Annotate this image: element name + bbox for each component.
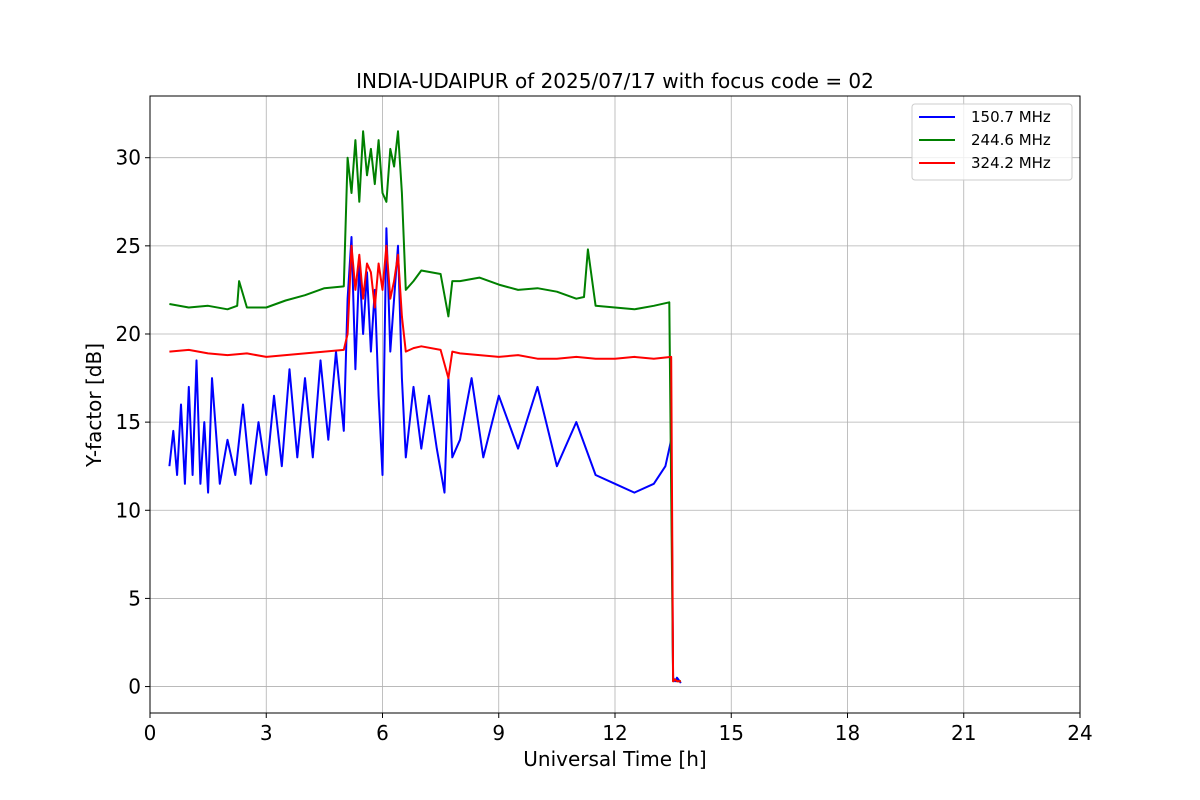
- legend: 150.7 MHz 244.6 MHz 324.2 MHz: [911, 103, 1073, 181]
- y-tick-label: 15: [116, 410, 141, 434]
- x-tick-label: 3: [260, 721, 273, 745]
- y-tick-label: 10: [116, 498, 141, 522]
- y-axis-label: Y-factor [dB]: [82, 343, 106, 468]
- chart-title: INDIA-UDAIPUR of 2025/07/17 with focus c…: [356, 69, 874, 93]
- legend-label-324-2: 324.2 MHz: [971, 154, 1051, 172]
- x-tick-label: 15: [719, 721, 744, 745]
- y-tick-label: 25: [116, 234, 141, 258]
- series-line-150-7-mhz: [168, 227, 682, 684]
- x-tick-label: 12: [602, 721, 627, 745]
- y-tick-label: 5: [128, 586, 141, 610]
- legend-box: [911, 103, 1073, 181]
- plot-series: [168, 130, 682, 684]
- x-tick-label: 21: [951, 721, 976, 745]
- y-tick-label: 30: [116, 146, 141, 170]
- x-tick-label: 9: [492, 721, 505, 745]
- legend-label-150-7: 150.7 MHz: [971, 108, 1051, 126]
- series-line-244-6-mhz: [169, 130, 681, 683]
- x-axis-label: Universal Time [h]: [523, 747, 706, 771]
- legend-label-244-6: 244.6 MHz: [971, 131, 1051, 149]
- x-tick-label: 6: [376, 721, 389, 745]
- x-ticks: 0 3 6 9 12 15 18 21 24: [144, 713, 1093, 745]
- x-tick-label: 18: [835, 721, 860, 745]
- y-tick-label: 20: [116, 322, 141, 346]
- series-line-324-2-mhz: [169, 244, 681, 683]
- x-tick-label: 24: [1067, 721, 1092, 745]
- y-tick-label: 0: [128, 675, 141, 699]
- y-ticks: 0 5 10 15 20 25 30: [116, 146, 150, 699]
- x-tick-label: 0: [144, 721, 157, 745]
